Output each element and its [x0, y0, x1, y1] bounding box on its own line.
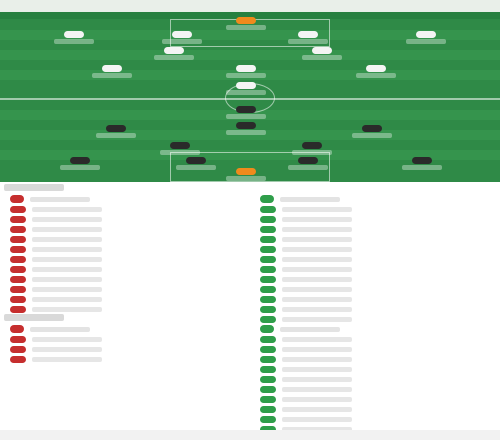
- home-player[interactable]: [60, 157, 100, 171]
- away-substitutes: [260, 194, 500, 324]
- away-player[interactable]: [226, 17, 266, 31]
- list-item[interactable]: [260, 314, 500, 324]
- club-logo-icon: [10, 325, 24, 333]
- club-logo-icon: [260, 325, 274, 333]
- list-item[interactable]: [10, 294, 250, 304]
- home-player[interactable]: [226, 106, 266, 120]
- list-item[interactable]: [260, 294, 500, 304]
- list-item[interactable]: [260, 244, 500, 254]
- home-player[interactable]: [226, 168, 266, 182]
- list-item[interactable]: [260, 204, 500, 214]
- list-item[interactable]: [260, 404, 500, 414]
- away-injuries: [260, 324, 500, 434]
- list-item[interactable]: [260, 424, 500, 434]
- list-item[interactable]: [260, 334, 500, 344]
- list-item[interactable]: [10, 274, 250, 284]
- list-item[interactable]: [260, 264, 500, 274]
- home-player[interactable]: [226, 122, 266, 136]
- list-item[interactable]: [260, 284, 500, 294]
- team-bar: [0, 12, 500, 19]
- list-item[interactable]: [260, 384, 500, 394]
- list-item[interactable]: [260, 224, 500, 234]
- list-item[interactable]: [260, 414, 500, 424]
- home-injuries: [10, 324, 250, 364]
- list-item[interactable]: [260, 354, 500, 364]
- list-item[interactable]: [10, 204, 250, 214]
- list-item[interactable]: [260, 364, 500, 374]
- home-player[interactable]: [160, 142, 200, 156]
- pitch: [0, 0, 500, 182]
- club-logo-icon: [260, 195, 274, 203]
- list-item[interactable]: [10, 244, 250, 254]
- home-substitutes: [10, 194, 250, 314]
- list-item[interactable]: [10, 234, 250, 244]
- list-item[interactable]: [10, 254, 250, 264]
- list-item[interactable]: [10, 264, 250, 274]
- home-player[interactable]: [292, 142, 332, 156]
- lineup-header: [0, 0, 500, 12]
- list-item[interactable]: [10, 334, 250, 344]
- list-item[interactable]: [260, 274, 500, 284]
- footer: [0, 430, 500, 440]
- away-player[interactable]: [226, 65, 266, 79]
- away-player[interactable]: [406, 31, 446, 45]
- list-item[interactable]: [260, 374, 500, 384]
- away-player[interactable]: [154, 47, 194, 61]
- home-player[interactable]: [288, 157, 328, 171]
- away-player[interactable]: [54, 31, 94, 45]
- away-player[interactable]: [226, 82, 266, 96]
- list-item[interactable]: [260, 234, 500, 244]
- list-item[interactable]: [10, 354, 250, 364]
- list-item[interactable]: [10, 214, 250, 224]
- list-item[interactable]: [10, 224, 250, 234]
- away-player[interactable]: [302, 47, 342, 61]
- away-player[interactable]: [92, 65, 132, 79]
- home-player[interactable]: [352, 125, 392, 139]
- away-player[interactable]: [288, 31, 328, 45]
- list-item[interactable]: [260, 304, 500, 314]
- list-item[interactable]: [260, 214, 500, 224]
- home-player[interactable]: [96, 125, 136, 139]
- list-item[interactable]: [10, 284, 250, 294]
- injuries-title: [4, 314, 64, 321]
- list-item[interactable]: [10, 304, 250, 314]
- list-item[interactable]: [260, 394, 500, 404]
- club-logo-icon: [10, 195, 24, 203]
- home-player[interactable]: [402, 157, 442, 171]
- away-player[interactable]: [356, 65, 396, 79]
- away-player[interactable]: [162, 31, 202, 45]
- penalty-area-bottom: [170, 152, 330, 182]
- list-item[interactable]: [260, 254, 500, 264]
- home-player[interactable]: [176, 157, 216, 171]
- list-item[interactable]: [260, 344, 500, 354]
- list-item[interactable]: [10, 344, 250, 354]
- substitutes-title: [4, 184, 64, 191]
